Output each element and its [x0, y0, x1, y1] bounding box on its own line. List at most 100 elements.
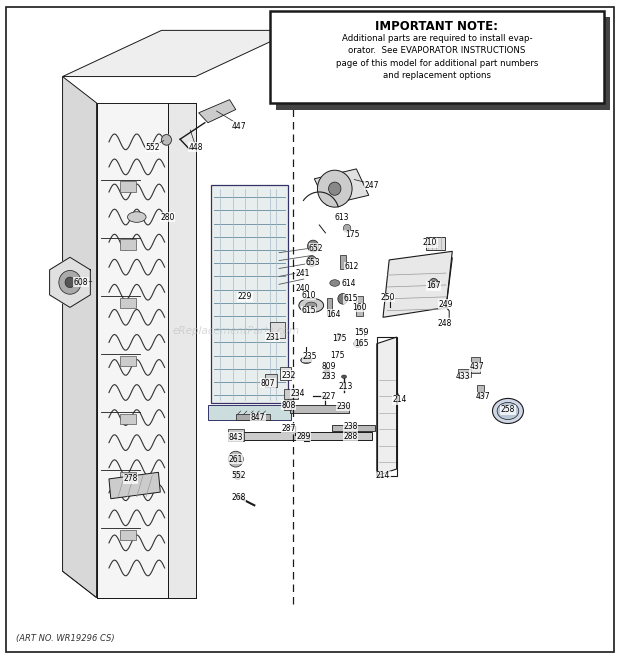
- Bar: [284, 400, 291, 410]
- Bar: [120, 239, 136, 250]
- Circle shape: [338, 293, 348, 304]
- Text: 235: 235: [303, 352, 317, 362]
- Text: 241: 241: [295, 268, 310, 278]
- Bar: [270, 322, 285, 338]
- Circle shape: [335, 334, 342, 340]
- Bar: [284, 389, 298, 399]
- Text: 280: 280: [161, 213, 175, 221]
- Text: 287: 287: [281, 424, 296, 432]
- Circle shape: [228, 451, 243, 467]
- Text: 847: 847: [250, 413, 265, 422]
- Text: 447: 447: [231, 122, 246, 130]
- Text: 214: 214: [392, 395, 407, 405]
- Ellipse shape: [330, 280, 340, 286]
- Bar: [471, 357, 480, 373]
- Ellipse shape: [497, 403, 519, 420]
- Circle shape: [162, 135, 172, 145]
- Ellipse shape: [238, 495, 243, 498]
- Circle shape: [65, 277, 75, 288]
- Text: 238: 238: [343, 422, 357, 431]
- Bar: [327, 298, 332, 315]
- Text: 261: 261: [229, 455, 243, 463]
- Text: 160: 160: [352, 303, 367, 312]
- Text: 165: 165: [354, 339, 369, 348]
- Polygon shape: [63, 30, 294, 77]
- Text: 268: 268: [232, 493, 246, 502]
- Text: 652: 652: [309, 243, 324, 253]
- Bar: [280, 367, 291, 380]
- Text: 433: 433: [456, 372, 471, 381]
- Ellipse shape: [325, 368, 330, 379]
- Text: 248: 248: [438, 319, 452, 329]
- Text: 247: 247: [365, 181, 379, 190]
- Bar: [427, 237, 445, 250]
- Circle shape: [317, 171, 352, 207]
- Polygon shape: [109, 473, 161, 498]
- Polygon shape: [377, 337, 397, 476]
- Text: 437: 437: [470, 362, 484, 371]
- Text: 608: 608: [74, 278, 89, 287]
- Text: 175: 175: [345, 230, 360, 239]
- Text: 231: 231: [266, 332, 280, 342]
- Text: 448: 448: [188, 143, 203, 151]
- Text: 175: 175: [332, 334, 347, 343]
- Ellipse shape: [492, 399, 523, 424]
- Bar: [211, 185, 288, 403]
- Ellipse shape: [306, 302, 317, 309]
- Circle shape: [232, 456, 239, 463]
- Text: 229: 229: [238, 292, 252, 301]
- Ellipse shape: [128, 212, 146, 222]
- Text: (ART NO. WR19296 CS): (ART NO. WR19296 CS): [16, 634, 115, 643]
- Text: 809: 809: [321, 362, 336, 371]
- Ellipse shape: [301, 357, 312, 364]
- Bar: [265, 374, 277, 387]
- Polygon shape: [50, 257, 91, 307]
- Text: 233: 233: [321, 372, 336, 381]
- Text: IMPORTANT NOTE:: IMPORTANT NOTE:: [375, 20, 498, 33]
- Bar: [120, 181, 136, 192]
- Bar: [208, 405, 291, 420]
- Text: 159: 159: [354, 328, 369, 337]
- Text: 249: 249: [439, 299, 453, 309]
- Bar: [120, 414, 136, 424]
- Bar: [332, 425, 375, 432]
- Text: 437: 437: [476, 392, 490, 401]
- Circle shape: [59, 270, 81, 294]
- Text: 250: 250: [380, 293, 394, 302]
- Bar: [477, 385, 484, 397]
- Circle shape: [308, 240, 319, 252]
- Text: 232: 232: [281, 371, 296, 380]
- Bar: [120, 297, 136, 308]
- Text: 808: 808: [281, 401, 296, 410]
- Text: 612: 612: [345, 262, 359, 271]
- Circle shape: [234, 472, 241, 480]
- Text: 175: 175: [330, 351, 345, 360]
- Bar: [276, 17, 610, 110]
- Text: 288: 288: [343, 432, 357, 440]
- Ellipse shape: [342, 375, 347, 378]
- Text: 614: 614: [342, 279, 356, 288]
- Text: 214: 214: [376, 471, 390, 480]
- Bar: [236, 414, 270, 420]
- Polygon shape: [314, 169, 369, 205]
- Polygon shape: [383, 251, 452, 317]
- Polygon shape: [97, 103, 195, 598]
- Bar: [290, 405, 349, 413]
- Bar: [120, 356, 136, 366]
- Bar: [340, 254, 346, 269]
- Text: 552: 552: [145, 143, 159, 151]
- Text: 807: 807: [260, 379, 275, 388]
- Text: 653: 653: [305, 258, 320, 267]
- Text: Additional parts are required to install evap-
orator.  See EVAPORATOR INSTRUCTI: Additional parts are required to install…: [335, 34, 538, 80]
- Polygon shape: [168, 103, 195, 598]
- Ellipse shape: [299, 298, 324, 313]
- Text: 210: 210: [423, 238, 437, 247]
- Text: 615: 615: [343, 294, 358, 303]
- Text: 258: 258: [501, 405, 515, 414]
- Circle shape: [354, 340, 361, 348]
- Circle shape: [329, 182, 341, 195]
- Bar: [377, 337, 397, 476]
- Text: 167: 167: [427, 281, 441, 290]
- Bar: [228, 430, 244, 442]
- Text: 289: 289: [296, 432, 311, 440]
